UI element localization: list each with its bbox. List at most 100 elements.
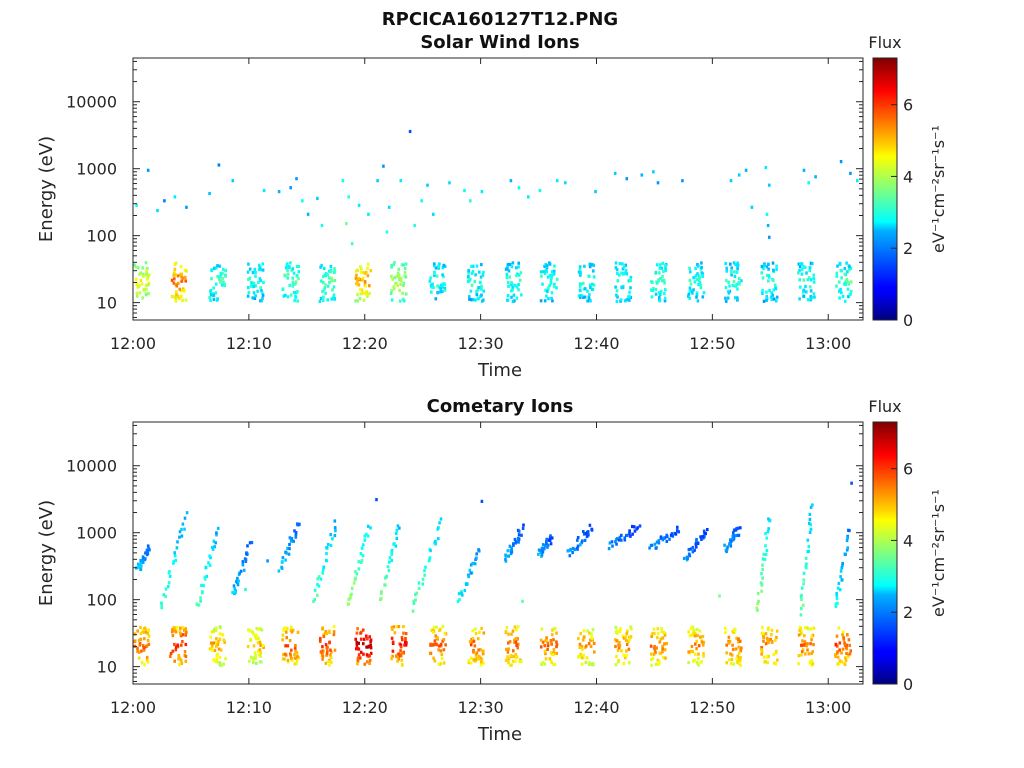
streak-cell: [366, 524, 370, 528]
streak-cell: [800, 593, 803, 597]
streak-cell: [316, 583, 319, 587]
burst-cell: [662, 278, 666, 282]
burst-cell: [688, 290, 692, 294]
streak-cell: [549, 534, 552, 538]
burst-cell: [624, 638, 628, 642]
burst-cell: [619, 627, 622, 631]
burst-cell: [174, 296, 177, 300]
streak-cell: [176, 540, 179, 544]
streak-cell: [352, 581, 356, 585]
burst-cell: [291, 281, 295, 285]
burst-cell: [550, 296, 553, 300]
burst-cell: [364, 270, 368, 274]
burst-cell: [142, 648, 146, 652]
burst-cell: [287, 264, 290, 269]
y-tick-label: 10: [97, 294, 117, 313]
burst-cell: [211, 648, 214, 652]
streak-cell: [517, 540, 520, 544]
streak-cell: [733, 528, 736, 532]
burst-cell: [658, 295, 661, 300]
burst-cell: [511, 299, 515, 303]
streak-cell: [682, 556, 686, 560]
burst-cell: [847, 268, 851, 272]
burst-cell: [318, 638, 322, 642]
streak-cell: [567, 549, 570, 553]
burst-cell: [541, 640, 545, 644]
burst-cell: [546, 641, 550, 645]
burst-cell: [625, 298, 629, 302]
burst-cell: [295, 662, 298, 666]
burst-cell: [363, 271, 367, 275]
streak-cell: [608, 541, 612, 545]
page-title: RPCICA160127T12.PNG: [382, 9, 618, 30]
streak-cell: [540, 546, 544, 550]
burst-cell: [297, 656, 301, 660]
burst-cell: [628, 637, 631, 642]
burst-cell: [614, 638, 617, 642]
burst-cell: [391, 654, 394, 658]
streak-cell: [429, 549, 432, 553]
burst-cell: [760, 650, 764, 654]
scatter-cell: [768, 183, 771, 187]
streak-cell: [475, 552, 478, 556]
burst-cell: [442, 661, 446, 665]
burst-cell: [147, 628, 150, 632]
streak-cell: [287, 552, 291, 556]
burst-cell: [259, 279, 262, 283]
streak-cell: [689, 547, 693, 551]
streak-cell: [665, 535, 669, 539]
burst-cell: [506, 650, 510, 654]
burst-cell: [798, 265, 802, 269]
burst-cell: [401, 638, 404, 642]
burst-cell: [659, 277, 662, 281]
streak-cell: [203, 577, 207, 581]
burst-cell: [801, 639, 804, 643]
burst-cell: [433, 639, 437, 643]
burst-cell: [402, 650, 406, 654]
burst-cell: [475, 293, 479, 297]
burst-cell: [805, 644, 808, 648]
burst-cell: [615, 299, 619, 303]
burst-cell: [663, 281, 666, 285]
burst-cell: [180, 643, 183, 647]
streak-cell: [211, 547, 215, 551]
burst-cell: [701, 634, 705, 639]
burst-cell: [544, 652, 547, 656]
burst-cell: [512, 649, 515, 653]
burst-cell: [586, 289, 589, 293]
burst-cell: [762, 633, 765, 637]
burst-cell: [440, 652, 444, 657]
burst-cell: [806, 642, 809, 646]
burst-cell: [261, 293, 265, 297]
streak-cell: [180, 527, 183, 531]
burst-cell: [281, 657, 285, 661]
burst-cell: [361, 270, 365, 274]
burst-cell: [138, 643, 142, 647]
burst-cell: [403, 270, 407, 275]
burst-cell: [319, 296, 323, 300]
burst-cell: [543, 264, 546, 268]
burst-cell: [801, 648, 805, 652]
burst-cell: [614, 285, 617, 289]
burst-cell: [729, 652, 732, 656]
burst-cell: [436, 291, 439, 295]
burst-cell: [799, 285, 802, 289]
burst-cell: [253, 651, 257, 655]
burst-cell: [440, 657, 444, 661]
burst-cell: [552, 272, 556, 276]
burst-cell: [518, 278, 522, 282]
burst-cell: [476, 297, 480, 301]
burst-cell: [248, 267, 252, 271]
burst-cell: [390, 657, 393, 661]
burst-cell: [614, 644, 617, 649]
burst-cell: [247, 277, 250, 282]
streak-cell: [369, 526, 372, 530]
burst-cell: [836, 662, 839, 666]
burst-cell: [366, 293, 369, 297]
burst-cell: [661, 636, 665, 640]
burst-cell: [765, 654, 769, 659]
burst-cell: [251, 271, 255, 275]
burst-cell: [391, 649, 395, 653]
burst-cell: [174, 299, 178, 303]
burst-cell: [651, 632, 654, 636]
